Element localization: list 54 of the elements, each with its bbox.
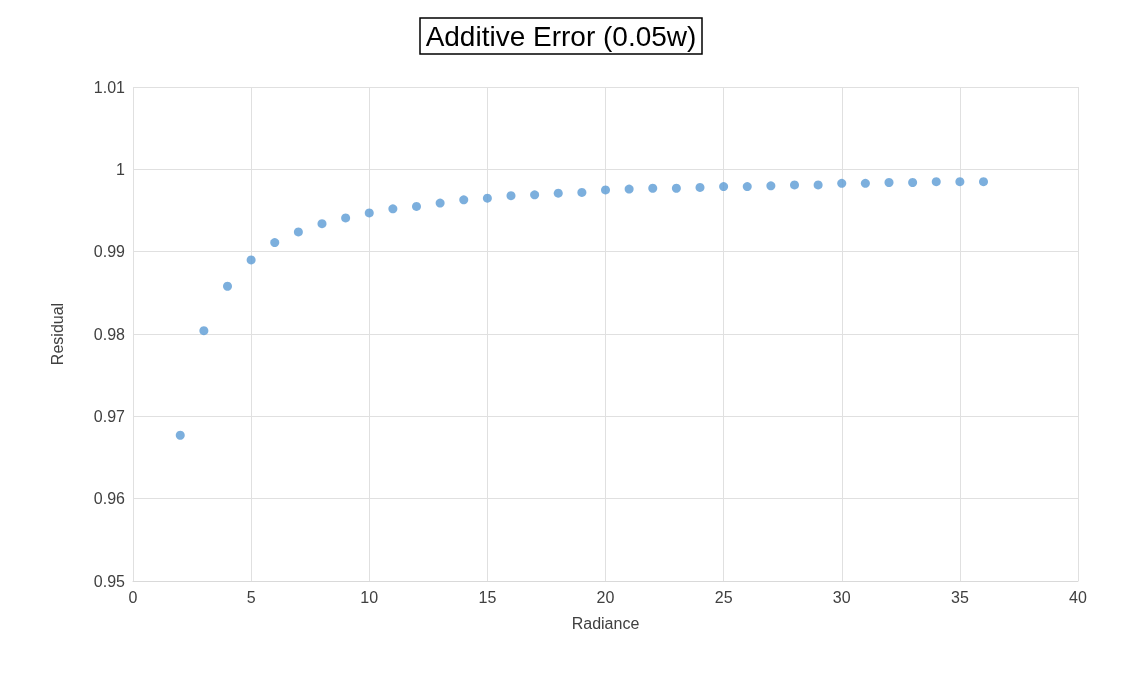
y-tick-label: 0.99 — [93, 243, 126, 261]
point — [695, 182, 705, 192]
x-tick-label: 35 — [950, 588, 969, 606]
point — [270, 238, 280, 248]
point — [293, 227, 303, 237]
y-tick-label: 0.97 — [93, 407, 126, 425]
point — [601, 185, 610, 195]
y-axis-title: Residual — [48, 302, 66, 366]
point — [884, 178, 894, 187]
y-tick-label: 0.96 — [93, 490, 126, 508]
x-axis-title: Radiance — [571, 614, 640, 632]
point — [837, 178, 847, 188]
y-tick-label: 0.95 — [93, 572, 126, 590]
point — [388, 204, 398, 214]
point — [175, 430, 185, 440]
x-tick-label: 5 — [246, 588, 256, 606]
point — [671, 183, 681, 193]
point — [860, 178, 870, 188]
point — [482, 193, 492, 203]
x-tick-label: 10 — [360, 588, 379, 606]
point — [742, 182, 752, 192]
point — [246, 255, 256, 265]
x-tick-label: 40 — [1069, 588, 1087, 606]
x-tick-label: 15 — [478, 588, 497, 606]
point — [979, 177, 988, 187]
point — [577, 187, 587, 197]
point — [813, 180, 823, 190]
point — [364, 208, 374, 218]
chart-title: Additive Error (0.05w) — [425, 20, 697, 52]
point — [766, 181, 776, 191]
point — [412, 201, 421, 211]
point — [719, 182, 729, 192]
point — [506, 191, 516, 201]
x-tick-label: 20 — [596, 588, 615, 606]
point — [199, 326, 209, 336]
point — [624, 184, 634, 194]
point — [530, 190, 540, 200]
point — [648, 183, 658, 193]
y-tick-label: 1 — [116, 160, 126, 178]
point — [553, 188, 563, 198]
y-tick-label: 1.01 — [93, 78, 126, 96]
point — [908, 178, 918, 187]
x-tick-label: 0 — [128, 588, 138, 606]
point — [459, 195, 469, 205]
point — [955, 177, 965, 187]
x-tick-label: 25 — [714, 588, 733, 606]
point — [931, 177, 941, 187]
point — [341, 213, 351, 223]
x-tick-label: 30 — [832, 588, 851, 606]
point — [223, 281, 232, 291]
y-tick-label: 0.98 — [93, 325, 126, 343]
point — [317, 219, 327, 229]
point — [435, 198, 445, 208]
point — [790, 180, 799, 190]
